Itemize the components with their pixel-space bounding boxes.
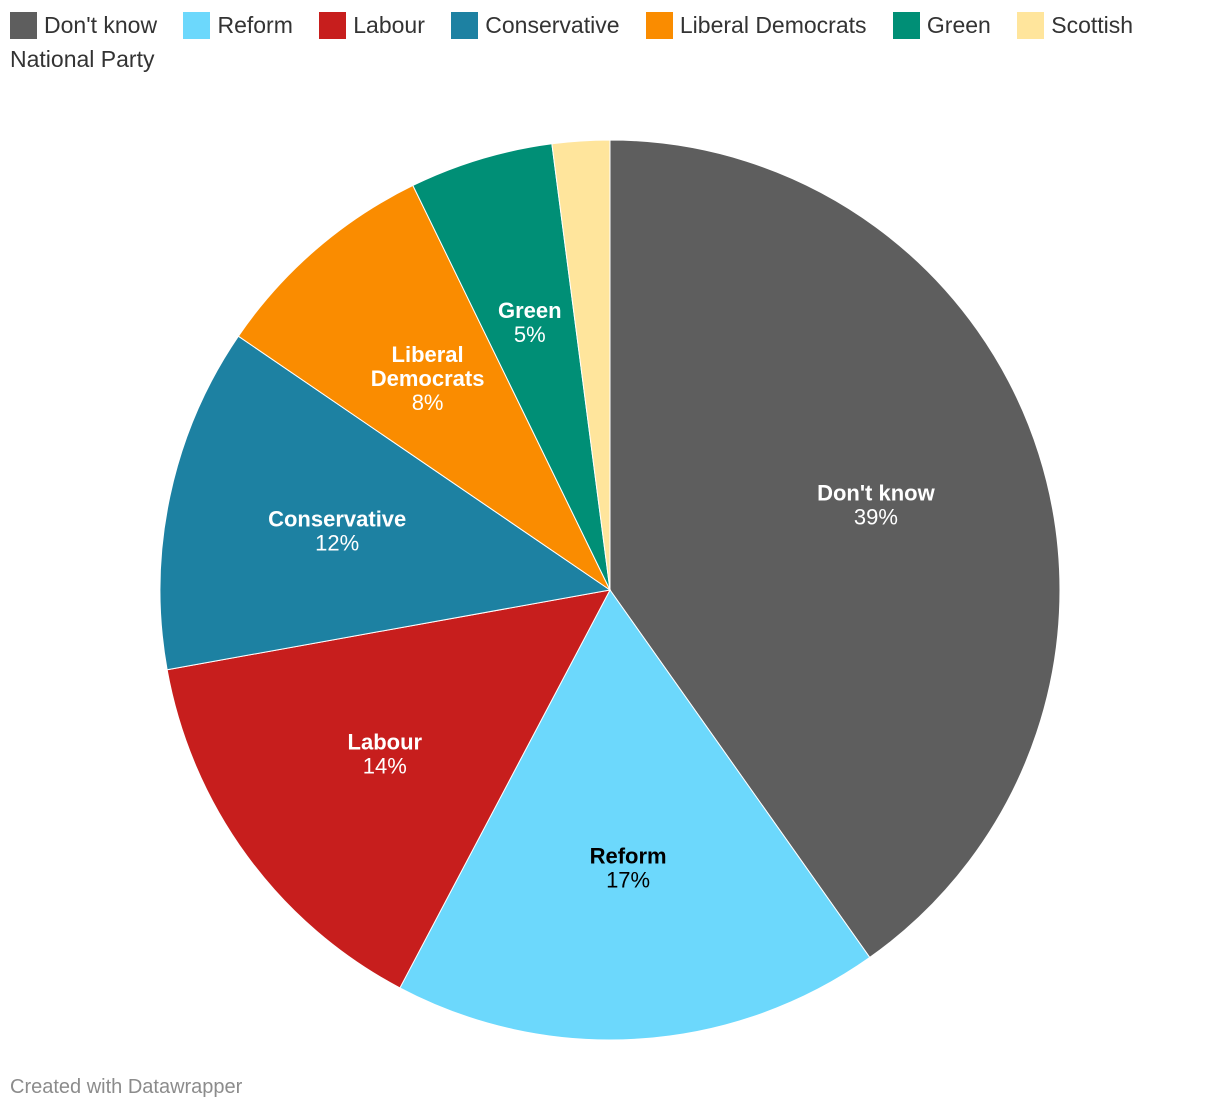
slice-label-conservative: Conservative 12% bbox=[268, 507, 406, 556]
slice-liberal-democrats bbox=[237, 184, 612, 592]
legend-label: Labour bbox=[353, 12, 425, 38]
slice-name: Conservative bbox=[268, 507, 406, 532]
slice-green bbox=[412, 143, 611, 591]
slice-label-labour: Labour 14% bbox=[348, 730, 423, 779]
legend-item-reform: Reform bbox=[183, 12, 293, 39]
legend-swatch bbox=[10, 12, 37, 39]
legend-swatch bbox=[451, 12, 479, 39]
legend-label: Scottish National Party bbox=[10, 12, 1134, 72]
legend-item-labour: Labour bbox=[319, 12, 425, 39]
slice-value: 5% bbox=[514, 322, 546, 347]
slice-scottish-national-party bbox=[551, 139, 611, 591]
slice-value: 39% bbox=[854, 505, 898, 530]
slice-reform bbox=[399, 589, 871, 1041]
slice-label-green: Green 5% bbox=[498, 298, 562, 347]
legend-label: Don't know bbox=[44, 12, 158, 38]
slice-name: Don't know bbox=[817, 481, 936, 506]
legend-item-liberal-democrats: Liberal Democrats bbox=[645, 12, 867, 39]
slice-labour bbox=[166, 589, 611, 989]
legend-swatch bbox=[1017, 12, 1045, 39]
legend-item-green: Green bbox=[892, 12, 991, 39]
legend-swatch bbox=[319, 12, 347, 39]
slice-value: 14% bbox=[363, 754, 407, 779]
legend: Don't know Reform Labour Conservative Li… bbox=[10, 8, 1210, 76]
legend-swatch bbox=[892, 12, 920, 39]
slice-name: Reform bbox=[590, 843, 667, 868]
slice-label-liberal-democrats: Liberal Democrats 8% bbox=[371, 342, 485, 415]
legend-swatch bbox=[645, 12, 673, 39]
slice-name: Democrats bbox=[371, 366, 485, 391]
slice-label-reform: Reform 17% bbox=[590, 843, 667, 892]
slice-value: 12% bbox=[315, 531, 359, 556]
slice-value: 8% bbox=[412, 390, 444, 415]
slice-name: Labour bbox=[348, 730, 423, 755]
legend-label: Green bbox=[926, 12, 991, 38]
legend-item-conservative: Conservative bbox=[451, 12, 620, 39]
legend-label: Reform bbox=[217, 12, 293, 38]
pie-slices bbox=[159, 139, 1061, 1041]
slice-value: 17% bbox=[606, 867, 650, 892]
pie-labels: Don't know 39% Reform 17% Labour 14% Conservat… bbox=[268, 298, 936, 893]
legend-swatch bbox=[183, 12, 211, 39]
slice-conservative bbox=[159, 335, 612, 671]
legend-label: Conservative bbox=[485, 12, 620, 38]
slice-don-t-know bbox=[609, 139, 1061, 959]
slice-name: Liberal bbox=[392, 342, 464, 367]
footer-credit: Created with Datawrapper bbox=[10, 1076, 243, 1098]
legend-item-scottish-national-party: Scottish National Party bbox=[10, 12, 1133, 72]
legend-label: Liberal Democrats bbox=[679, 12, 867, 38]
legend-item-don-t-know: Don't know bbox=[10, 12, 158, 39]
slice-name: Green bbox=[498, 298, 562, 323]
slice-label-don-t-know: Don't know 39% bbox=[817, 481, 936, 530]
